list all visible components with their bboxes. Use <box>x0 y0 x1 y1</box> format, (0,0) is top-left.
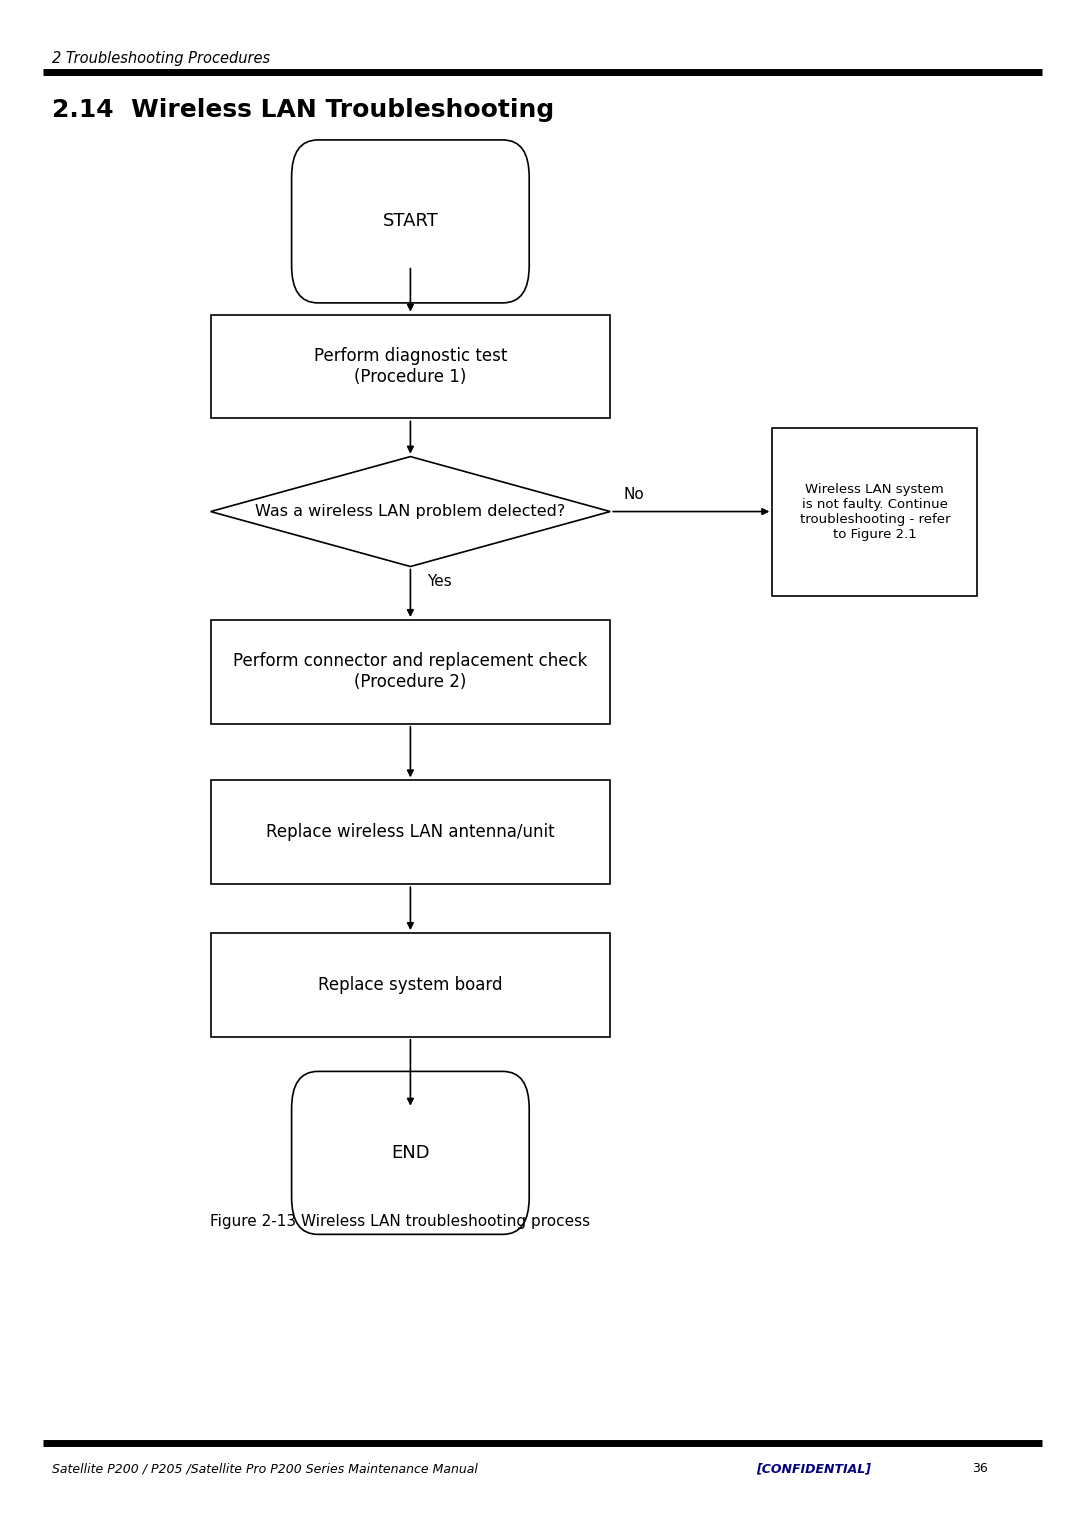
FancyBboxPatch shape <box>292 140 529 302</box>
Text: Yes: Yes <box>427 574 451 589</box>
Text: Satellite P200 / P205 /Satellite Pro P200 Series Maintenance Manual: Satellite P200 / P205 /Satellite Pro P20… <box>52 1463 477 1475</box>
Polygon shape <box>211 457 610 567</box>
Text: Perform diagnostic test
(Procedure 1): Perform diagnostic test (Procedure 1) <box>313 347 508 386</box>
Bar <box>211 620 610 724</box>
Bar <box>211 933 610 1037</box>
Text: Wireless LAN system
is not faulty. Continue
troubleshooting - refer
to Figure 2.: Wireless LAN system is not faulty. Conti… <box>799 483 950 541</box>
Text: 36: 36 <box>972 1463 988 1475</box>
FancyBboxPatch shape <box>292 1072 529 1234</box>
Text: END: END <box>391 1144 430 1162</box>
Text: Was a wireless LAN problem delected?: Was a wireless LAN problem delected? <box>255 504 566 519</box>
Text: 2.14  Wireless LAN Troubleshooting: 2.14 Wireless LAN Troubleshooting <box>52 98 554 122</box>
Text: Perform connector and replacement check
(Procedure 2): Perform connector and replacement check … <box>233 652 588 692</box>
Text: START: START <box>382 212 438 231</box>
Text: No: No <box>623 487 644 502</box>
Text: Figure 2-13 Wireless LAN troubleshooting process: Figure 2-13 Wireless LAN troubleshooting… <box>210 1214 590 1229</box>
Text: Replace system board: Replace system board <box>319 976 502 994</box>
Bar <box>211 315 610 418</box>
Text: 2 Troubleshooting Procedures: 2 Troubleshooting Procedures <box>52 50 270 66</box>
Bar <box>772 428 977 596</box>
Bar <box>211 780 610 884</box>
Text: Replace wireless LAN antenna/unit: Replace wireless LAN antenna/unit <box>266 823 555 841</box>
Text: [CONFIDENTIAL]: [CONFIDENTIAL] <box>756 1463 870 1475</box>
